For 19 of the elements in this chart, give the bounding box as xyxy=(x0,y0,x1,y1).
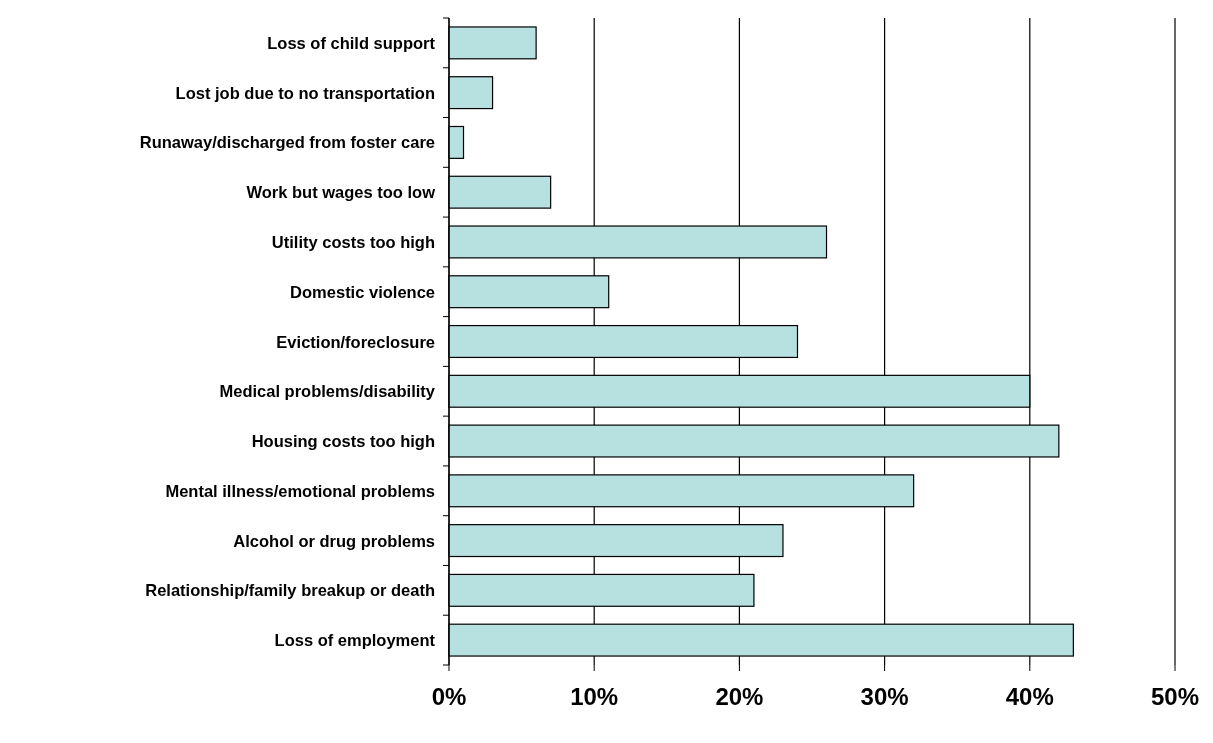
y-tick-label: Medical problems/disability xyxy=(219,382,436,401)
y-tick-label: Lost job due to no transportation xyxy=(175,83,435,102)
x-tick-label: 50% xyxy=(1150,683,1200,710)
y-tick-label: Loss of employment xyxy=(274,631,436,650)
y-tick-label: Mental illness/emotional problems xyxy=(165,481,435,500)
y-tick-label: Housing costs too high xyxy=(251,432,435,451)
x-tick-label: 30% xyxy=(860,683,909,710)
y-tick-label: Alcohol or drug problems xyxy=(233,531,435,550)
y-tick-label: Relationship/family breakup or death xyxy=(145,581,435,600)
x-tick-label: 10% xyxy=(570,683,619,710)
y-tick-label: Eviction/foreclosure xyxy=(276,332,435,351)
y-tick-label: Domestic violence xyxy=(290,282,435,301)
y-tick-label: Runaway/discharged from foster care xyxy=(139,133,435,152)
y-tick-label: Work but wages too low xyxy=(246,183,436,202)
x-tick-label: 0% xyxy=(431,683,467,710)
x-tick-label: 20% xyxy=(715,683,764,710)
y-tick-label: Utility costs too high xyxy=(271,232,435,251)
y-tick-label: Loss of child support xyxy=(267,33,436,52)
x-tick-label: 40% xyxy=(1005,683,1054,710)
